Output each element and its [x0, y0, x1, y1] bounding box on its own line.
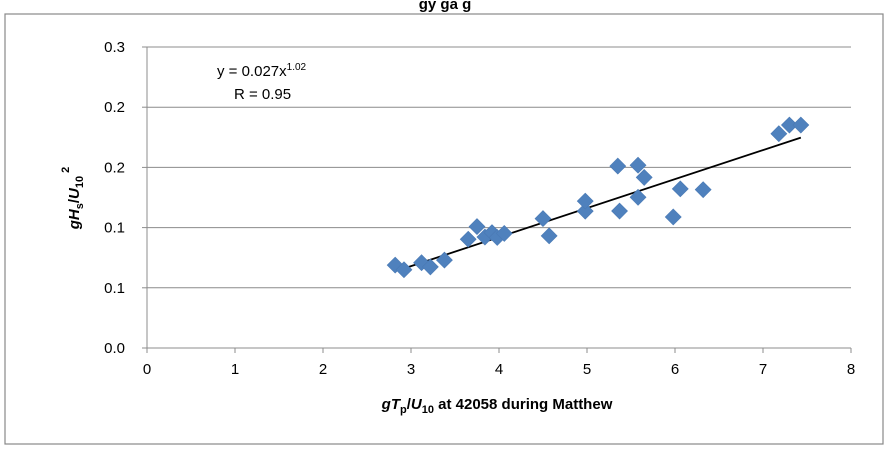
x-tick-labels: 0 1 2 3 4 5 6 7 8	[143, 348, 855, 378]
trendline-group	[400, 136, 802, 271]
data-point	[395, 261, 413, 279]
y-tick-labels: 0.0 0.1 0.1 0.2 0.2 0.3	[104, 39, 147, 357]
data-point	[576, 202, 594, 220]
x-tick-label: 3	[407, 361, 415, 378]
data-point	[629, 188, 647, 206]
data-point	[459, 230, 477, 248]
data-point	[611, 202, 628, 220]
x-tick-label: 2	[319, 361, 327, 378]
y-axis-title: gHs/U10 2	[60, 167, 86, 231]
x-tick-label: 7	[759, 361, 767, 378]
data-point	[421, 258, 439, 276]
y-tick-label: 0.3	[104, 39, 125, 56]
x-tick-label: 0	[143, 361, 151, 378]
data-point	[671, 180, 689, 198]
data-point	[436, 251, 453, 269]
x-tick-label: 1	[231, 361, 239, 378]
equation-prefix: y = 0.027x	[217, 63, 287, 80]
y-tick-label: 0.2	[104, 159, 125, 176]
data-point	[495, 224, 513, 242]
data-point	[540, 227, 558, 245]
y-tick-label: 0.0	[104, 340, 125, 357]
x-tick-label: 8	[847, 361, 855, 378]
y-tick-label: 0.1	[104, 280, 125, 297]
data-point	[664, 208, 682, 226]
chart-area-border	[4, 13, 884, 445]
trendline-equation: y = 0.027x1.02	[217, 62, 307, 80]
data-points	[386, 116, 810, 279]
data-point	[792, 116, 810, 134]
trendline	[400, 136, 802, 271]
r-value: R = 0.95	[234, 86, 291, 103]
data-point	[576, 192, 594, 210]
y-tick-label: 0.1	[104, 220, 125, 237]
data-point	[780, 116, 798, 134]
data-point	[468, 218, 486, 236]
chart-title-fragment: gy ga g	[419, 0, 472, 13]
x-tick-label: 6	[671, 361, 679, 378]
equation-exponent: 1.02	[287, 62, 307, 73]
data-point	[534, 210, 552, 227]
data-point	[635, 169, 653, 186]
data-point	[694, 181, 712, 199]
data-point	[629, 156, 647, 174]
x-axis-title: gTp/U10 at 42058 during Matthew	[381, 396, 613, 416]
data-point	[770, 125, 788, 143]
x-tick-label: 5	[583, 361, 591, 378]
data-point	[609, 157, 627, 175]
x-tick-label: 4	[495, 361, 503, 378]
y-tick-label: 0.2	[104, 99, 125, 116]
